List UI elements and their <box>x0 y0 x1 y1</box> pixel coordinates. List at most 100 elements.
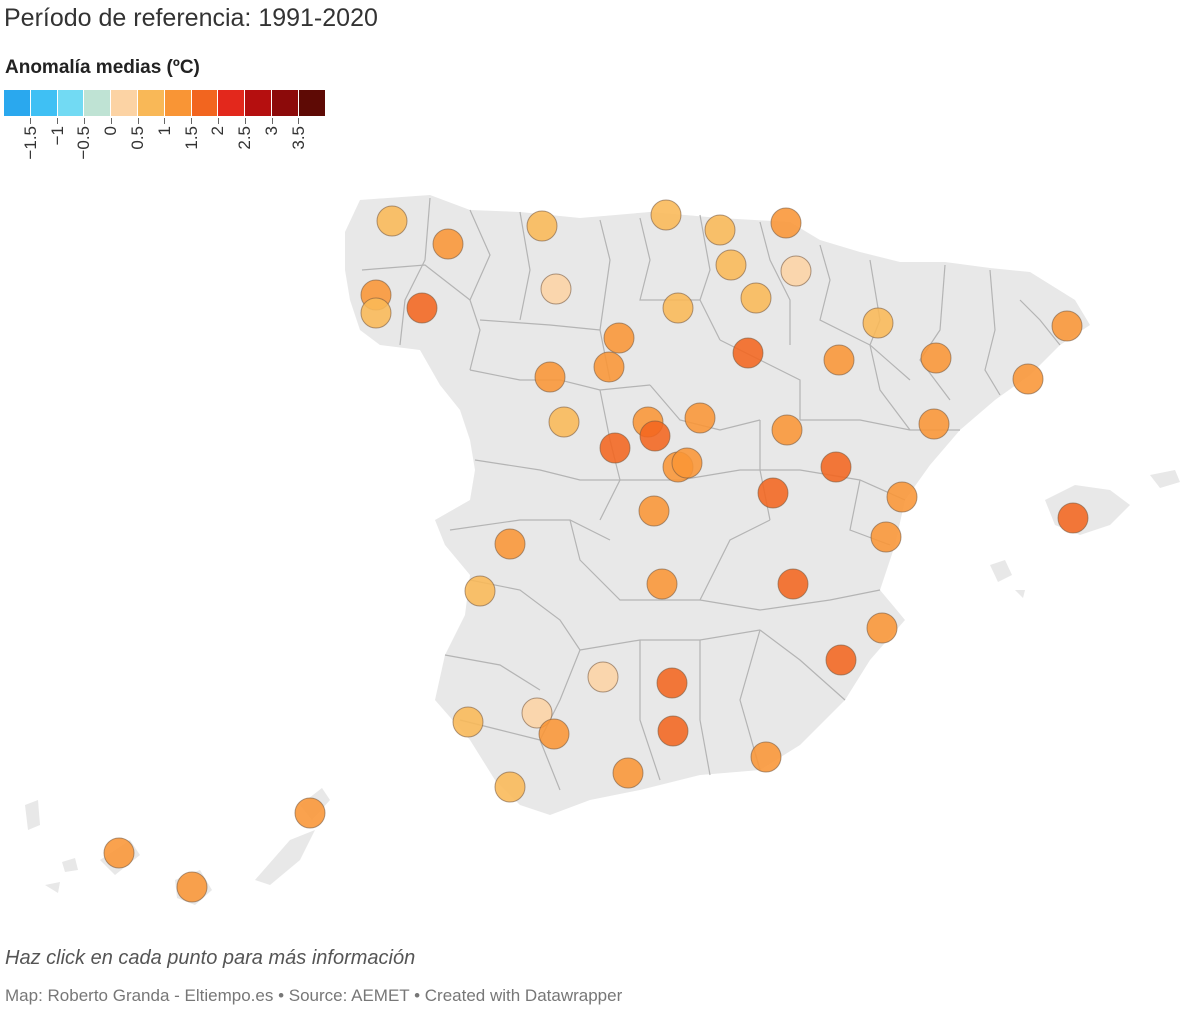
station-dot[interactable] <box>662 292 694 324</box>
station-dot[interactable] <box>176 871 208 903</box>
station-dot[interactable] <box>823 344 855 376</box>
legend-swatch <box>84 90 112 116</box>
station-dot[interactable] <box>866 612 898 644</box>
station-dot[interactable] <box>1012 363 1044 395</box>
station-dot[interactable] <box>534 361 566 393</box>
station-dot[interactable] <box>740 282 772 314</box>
station-dot[interactable] <box>757 477 789 509</box>
station-dot[interactable] <box>521 697 553 729</box>
spain-mainland <box>345 195 1090 815</box>
legend-label: 3.5 <box>288 126 308 150</box>
province-borders <box>361 197 1061 791</box>
legend-tick <box>164 118 166 124</box>
station-dot[interactable] <box>360 297 392 329</box>
station-dot[interactable] <box>750 741 782 773</box>
station-dot[interactable] <box>870 521 902 553</box>
menorca <box>1150 470 1180 488</box>
station-dot[interactable] <box>862 307 894 339</box>
station-dot[interactable] <box>376 205 408 237</box>
station-dot[interactable] <box>671 447 703 479</box>
station-dot[interactable] <box>638 495 670 527</box>
station-dot[interactable] <box>406 292 438 324</box>
color-legend-bar <box>4 90 326 116</box>
formentera <box>1015 590 1025 598</box>
station-dot[interactable] <box>886 481 918 513</box>
legend-tick <box>217 118 219 124</box>
ibiza <box>990 560 1012 582</box>
station-dot[interactable] <box>715 249 747 281</box>
legend-swatch <box>111 90 138 116</box>
legend-tick <box>30 118 32 124</box>
legend-label: 1 <box>154 126 174 136</box>
map-subtitle: Período de referencia: 1991-2020 <box>4 4 378 32</box>
station-dot[interactable] <box>918 408 950 440</box>
station-dot[interactable] <box>612 757 644 789</box>
station-dot[interactable] <box>603 322 635 354</box>
source-credits: Map: Roberto Granda - Eltiempo.es • Sour… <box>5 986 623 1005</box>
legend-swatch <box>164 90 192 116</box>
station-dot[interactable] <box>540 273 572 305</box>
legend-tick <box>244 118 246 124</box>
legend-swatch <box>271 90 299 116</box>
station-dot[interactable] <box>599 432 631 464</box>
station-dot[interactable] <box>103 837 135 869</box>
legend-label: 0.5 <box>128 126 147 150</box>
station-dot[interactable] <box>548 406 580 438</box>
legend-tick <box>110 118 112 124</box>
legend-label: 0 <box>101 126 121 136</box>
station-dot[interactable] <box>639 420 671 452</box>
legend-label: 2 <box>208 126 228 136</box>
station-dot[interactable] <box>920 342 952 374</box>
legend-tick <box>137 118 139 124</box>
station-dot[interactable] <box>820 451 852 483</box>
station-dot[interactable] <box>538 718 570 750</box>
station-dot[interactable] <box>494 771 526 803</box>
la-gomera <box>62 858 78 872</box>
station-dot[interactable] <box>452 706 484 738</box>
legend-label: −1.5 <box>20 126 40 160</box>
legend-swatch <box>137 90 165 116</box>
station-dot[interactable] <box>777 568 809 600</box>
station-dot[interactable] <box>294 797 326 829</box>
station-dot[interactable] <box>771 414 803 446</box>
legend-swatch <box>218 90 246 116</box>
station-dot[interactable] <box>657 715 689 747</box>
station-dot[interactable] <box>1051 310 1083 342</box>
legend-label: 2.5 <box>235 126 255 150</box>
station-dot[interactable] <box>464 575 496 607</box>
station-dots <box>103 199 1089 903</box>
station-dot[interactable] <box>593 351 625 383</box>
legend-label: 1.5 <box>181 126 201 150</box>
la-palma <box>25 800 40 830</box>
land-layer <box>25 195 1180 905</box>
station-dot[interactable] <box>432 228 464 260</box>
station-dot[interactable] <box>732 337 764 369</box>
legend-swatch <box>57 90 85 116</box>
station-dot[interactable] <box>656 667 688 699</box>
station-dot[interactable] <box>825 644 857 676</box>
station-dot[interactable] <box>526 210 558 242</box>
legend-swatch <box>30 90 58 116</box>
legend-tick <box>271 118 273 124</box>
legend-swatch <box>298 90 326 116</box>
click-instruction-note: Haz click en cada punto para más informa… <box>5 947 416 969</box>
station-dot[interactable] <box>646 568 678 600</box>
legend-tick <box>298 118 300 124</box>
station-dot[interactable] <box>650 199 682 231</box>
legend-label: 3 <box>262 126 281 136</box>
station-dot[interactable] <box>684 402 716 434</box>
station-dot[interactable] <box>770 207 802 239</box>
legend-swatch <box>191 90 219 116</box>
legend-tick <box>191 118 193 124</box>
station-dot[interactable] <box>1057 502 1089 534</box>
station-dot[interactable] <box>494 528 526 560</box>
mallorca <box>1045 485 1130 535</box>
station-dot[interactable] <box>704 214 736 246</box>
fuerteventura <box>255 830 315 885</box>
legend-swatch <box>245 90 272 116</box>
el-hierro <box>45 882 60 893</box>
spain-map <box>25 195 1180 905</box>
station-dot[interactable] <box>780 255 812 287</box>
station-dot[interactable] <box>587 661 619 693</box>
legend-label: −1 <box>47 126 67 146</box>
